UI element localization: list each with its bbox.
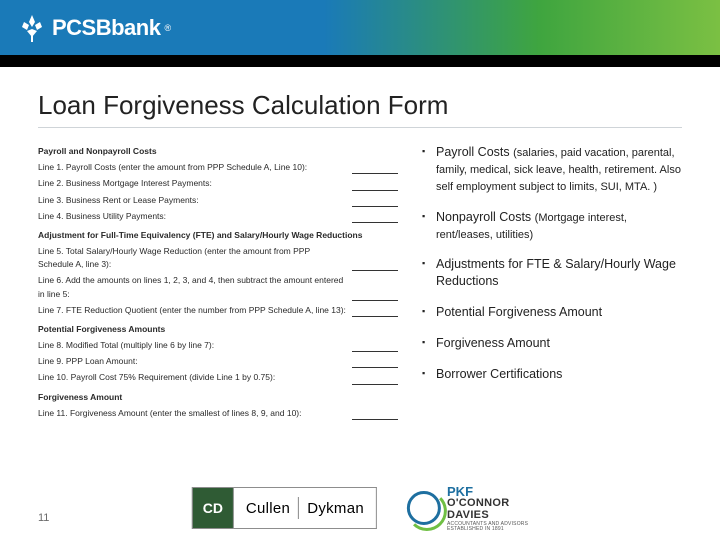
form-column: Payroll and Nonpayroll Costs Line 1. Pay… — [38, 142, 398, 420]
pkf-ring-icon — [407, 491, 441, 525]
form-line: Line 10. Payroll Cost 75% Requirement (d… — [38, 371, 398, 384]
blank-field — [352, 410, 398, 420]
bullet-item: Nonpayroll Costs (Mortgage interest, ren… — [422, 209, 682, 243]
form-line: Line 9. PPP Loan Amount: — [38, 355, 398, 368]
cullen-dykman-logo: CD Cullen Dykman — [192, 487, 377, 529]
pkf-wordmark: PKF O'CONNOR DAVIES ACCOUNTANTS AND ADVI… — [447, 485, 528, 532]
blank-field — [352, 358, 398, 368]
pkf-logo: PKF O'CONNOR DAVIES ACCOUNTANTS AND ADVI… — [407, 485, 528, 532]
bullet-item: Potential Forgiveness Amount — [422, 304, 682, 321]
bullet-item: Forgiveness Amount — [422, 335, 682, 352]
cullen-wordmark: Cullen Dykman — [234, 487, 377, 529]
page-number: 11 — [38, 512, 49, 524]
form-line: Line 6. Add the amounts on lines 1, 2, 3… — [38, 274, 398, 300]
leaf-icon — [18, 13, 46, 43]
blank-field — [352, 307, 398, 317]
form-line: Line 11. Forgiveness Amount (enter the s… — [38, 407, 398, 420]
footer-logos: CD Cullen Dykman PKF O'CONNOR DAVIES ACC… — [192, 485, 528, 532]
blank-field — [352, 261, 398, 271]
blank-field — [352, 291, 398, 301]
form-line: Line 2. Business Mortgage Interest Payme… — [38, 177, 398, 190]
page-title: Loan Forgiveness Calculation Form — [38, 90, 682, 128]
bullet-item: Adjustments for FTE & Salary/Hourly Wage… — [422, 256, 682, 290]
form-line: Line 7. FTE Reduction Quotient (enter th… — [38, 304, 398, 317]
cullen-monogram: CD — [192, 487, 234, 529]
black-separator — [0, 55, 720, 67]
bullet-item: Borrower Certifications — [422, 366, 682, 383]
blank-field — [352, 181, 398, 191]
form-line: Line 8. Modified Total (multiply line 6 … — [38, 339, 398, 352]
bank-logo: PCSBbank ® — [18, 13, 171, 43]
form-line: Line 3. Business Rent or Lease Payments: — [38, 194, 398, 207]
form-line: Line 4. Business Utility Payments: — [38, 210, 398, 223]
form-line: Line 1. Payroll Costs (enter the amount … — [38, 161, 398, 174]
slide-content: Loan Forgiveness Calculation Form Payrol… — [0, 80, 720, 540]
blank-field — [352, 342, 398, 352]
form-heading: Forgiveness Amount — [38, 391, 398, 404]
bullet-item: Payroll Costs (salaries, paid vacation, … — [422, 144, 682, 195]
blank-field — [352, 197, 398, 207]
form-heading: Adjustment for Full-Time Equivalency (FT… — [38, 229, 398, 242]
registered-mark: ® — [164, 23, 171, 33]
blank-field — [352, 164, 398, 174]
bullets-column: Payroll Costs (salaries, paid vacation, … — [422, 142, 682, 420]
header-band: PCSBbank ® — [0, 0, 720, 55]
form-heading: Potential Forgiveness Amounts — [38, 323, 398, 336]
two-column-layout: Payroll and Nonpayroll Costs Line 1. Pay… — [38, 142, 682, 420]
bank-name: PCSBbank — [52, 15, 160, 41]
form-heading: Payroll and Nonpayroll Costs — [38, 145, 398, 158]
form-line: Line 5. Total Salary/Hourly Wage Reducti… — [38, 245, 398, 271]
blank-field — [352, 375, 398, 385]
bullet-lead: Nonpayroll Costs — [436, 210, 535, 224]
blank-field — [352, 213, 398, 223]
bullet-lead: Payroll Costs — [436, 145, 513, 159]
